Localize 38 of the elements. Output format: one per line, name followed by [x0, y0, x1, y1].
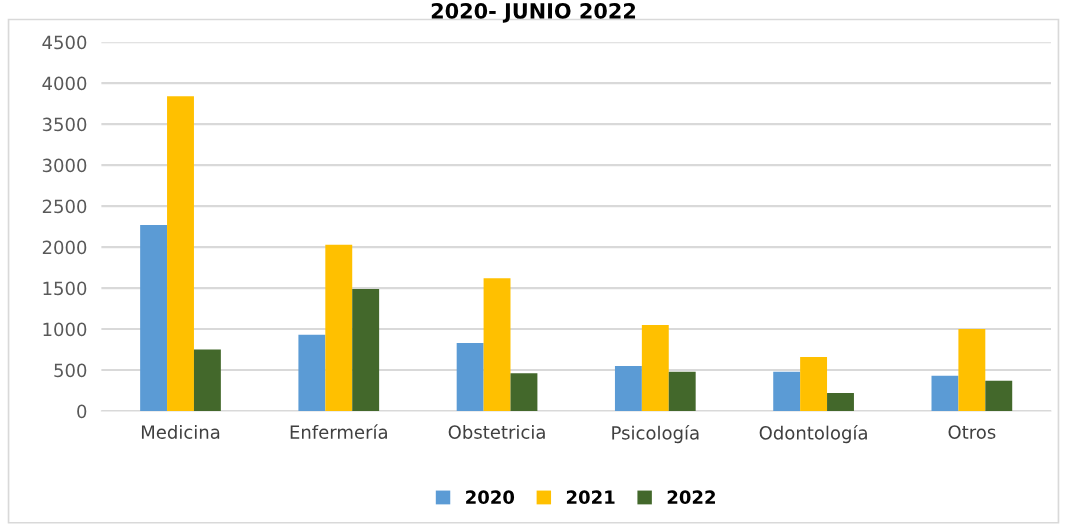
bar: [167, 96, 194, 412]
bar: [325, 244, 353, 412]
bar: [800, 356, 828, 412]
bar: [958, 329, 986, 412]
x-tick-label: Odontología: [759, 424, 867, 444]
bar: [614, 365, 642, 412]
x-tick-label: Enfermería: [290, 424, 387, 439]
bar: [773, 371, 801, 412]
legend-label: 2020: [466, 490, 515, 504]
x-tick-label: Obstetricia: [448, 424, 545, 439]
y-tick-label: 1500: [43, 281, 87, 296]
y-tick-label: 2000: [42, 240, 87, 255]
bar: [510, 373, 538, 412]
y-tick-label: 0: [77, 404, 87, 419]
bar: [641, 324, 669, 412]
bar: [140, 224, 168, 412]
bar: [931, 375, 959, 412]
legend-label: 2021: [566, 490, 615, 504]
y-tick-label: 500: [54, 363, 87, 378]
y-tick-label: 1000: [43, 322, 87, 337]
bar: [483, 278, 511, 412]
bar: [985, 380, 1013, 412]
chart-title: 2020- JUNIO 2022: [431, 3, 636, 23]
bar: [298, 334, 326, 412]
x-tick-label: Otros: [948, 425, 996, 439]
y-tick-label: 4500: [42, 35, 87, 50]
bar: [827, 393, 854, 412]
y-tick-label: 2500: [42, 199, 87, 214]
bar: [193, 349, 221, 412]
x-tick-label: Medicina: [141, 424, 220, 439]
x-tick-label: Psicología: [612, 424, 699, 444]
legend-label: 2022: [667, 490, 715, 504]
bar: [668, 371, 696, 412]
bar: [456, 343, 484, 412]
bar: [352, 288, 380, 412]
y-tick-label: 4000: [42, 76, 87, 91]
y-tick-label: 3500: [42, 117, 87, 132]
y-tick-label: 3000: [42, 158, 87, 173]
